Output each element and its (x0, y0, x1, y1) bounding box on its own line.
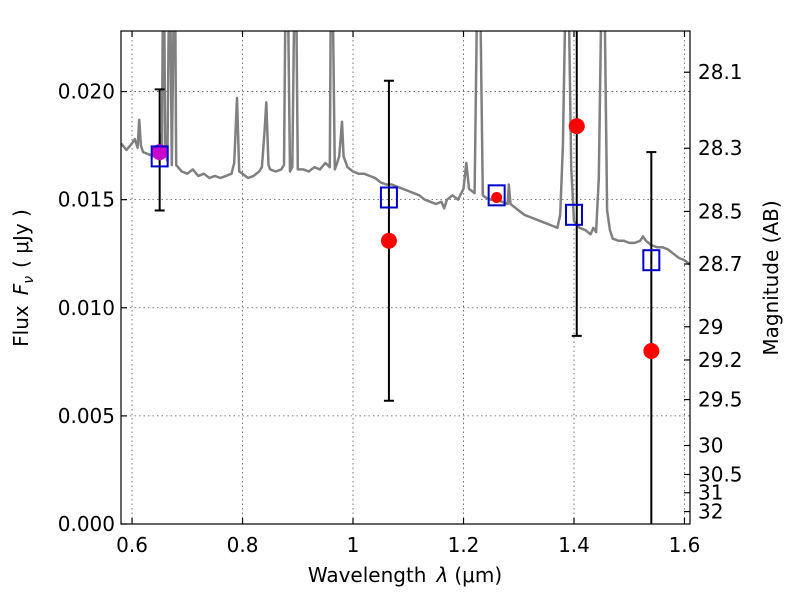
model-point (487, 184, 506, 207)
plot-frame (120, 30, 691, 525)
magnitude-tick-label: 28.5 (698, 199, 743, 223)
observed-point (491, 191, 503, 203)
magnitude-tick-label: 29.5 (698, 388, 743, 412)
x-tick-label: 1.4 (558, 533, 590, 557)
y-tick-label: 0.000 (58, 512, 115, 536)
spectrum-line (121, 31, 690, 266)
y-tick-label: 0.010 (58, 296, 115, 320)
y-tick-label: 0.005 (58, 404, 115, 428)
magnitude-tick-label: 28.7 (698, 252, 743, 276)
observed-point (643, 343, 660, 360)
model-point (150, 145, 169, 168)
magnitude-tick-label: 29 (698, 315, 723, 339)
magnitude-tick-label: 30.5 (698, 462, 743, 486)
y-tick-label: 0.020 (58, 80, 115, 104)
y-tick-label: 0.015 (58, 188, 115, 212)
observed-point (380, 232, 397, 249)
x-tick-label: 0.6 (116, 533, 148, 557)
magnitude-tick-label: 28.3 (698, 136, 743, 160)
model-point (642, 249, 661, 272)
observed-point (151, 144, 168, 161)
magnitude-axis-title: Magnitude (AB) (759, 200, 783, 355)
model-point (564, 203, 583, 226)
model-point (379, 186, 398, 209)
x-tick-label: 1.2 (448, 533, 480, 557)
x-tick-label: 0.8 (227, 533, 259, 557)
y-axis-title: FluxFν( μJy ) (9, 209, 37, 347)
tick-layer: 0.6 0.8 1 1.2 1.4 1.6 0.000 0.005 0.010 0.015 0.02… (58, 31, 743, 557)
magnitude-tick-label: 30 (698, 433, 723, 457)
magnitude-tick-label: 32 (698, 500, 723, 524)
x-tick-label: 1 (347, 533, 360, 557)
magnitude-tick-label: 31 (698, 481, 723, 505)
x-axis-title: Wavelength λ (μm) (308, 563, 502, 587)
x-tick-label: 1.6 (669, 533, 701, 557)
magnitude-tick-label: 29.2 (698, 348, 743, 372)
magnitude-tick-label: 28.1 (698, 60, 743, 84)
plot-area (121, 31, 690, 524)
observed-point (568, 118, 585, 135)
